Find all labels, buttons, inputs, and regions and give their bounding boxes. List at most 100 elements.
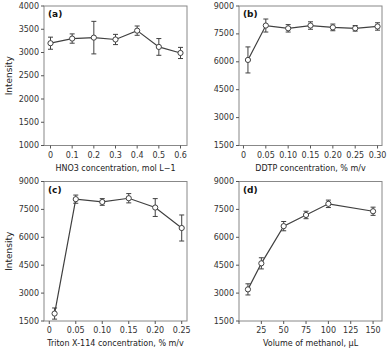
x-tick-label: 25 bbox=[256, 326, 266, 335]
y-tick bbox=[41, 99, 44, 100]
data-point bbox=[281, 224, 286, 229]
x-tick bbox=[355, 146, 356, 149]
error-cap bbox=[70, 43, 75, 44]
error-cap bbox=[375, 30, 380, 31]
x-tick-label: 0.1 bbox=[66, 151, 79, 160]
x-tick-label: 0.4 bbox=[131, 151, 144, 160]
x-tick-label: 150 bbox=[365, 326, 380, 335]
x-tick bbox=[288, 146, 289, 149]
data-point bbox=[286, 26, 291, 31]
data-point bbox=[330, 25, 335, 30]
y-tick bbox=[41, 122, 44, 123]
x-tick bbox=[332, 146, 333, 149]
x-tick-label: 0 bbox=[48, 151, 53, 160]
y-tick-label: 2500 bbox=[19, 71, 39, 80]
error-bar bbox=[375, 23, 380, 30]
x-tick-label: 0.25 bbox=[173, 326, 191, 335]
y-tick bbox=[236, 33, 239, 34]
data-point bbox=[179, 225, 184, 230]
panel-label: (a) bbox=[48, 9, 62, 19]
y-tick bbox=[41, 265, 44, 266]
error-cap bbox=[52, 319, 57, 320]
x-tick bbox=[50, 146, 51, 149]
y-tick-label: 1500 bbox=[214, 317, 234, 326]
y-tick-label: 1500 bbox=[19, 118, 39, 127]
y-tick-label: 1000 bbox=[19, 141, 39, 150]
panel-label: (b) bbox=[243, 9, 258, 19]
x-tick-label: 0.15 bbox=[120, 326, 138, 335]
error-bar bbox=[70, 34, 75, 43]
x-tick-label: 0.05 bbox=[67, 326, 85, 335]
error-cap bbox=[304, 211, 309, 212]
error-cap bbox=[281, 230, 286, 231]
data-point bbox=[70, 36, 75, 41]
x-tick bbox=[350, 321, 351, 324]
error-bar bbox=[308, 22, 313, 29]
error-cap bbox=[113, 44, 118, 45]
y-tick-label: 6000 bbox=[214, 57, 234, 66]
error-bar bbox=[179, 215, 184, 241]
x-tick-label: 0.30 bbox=[369, 151, 387, 160]
data-point bbox=[245, 57, 250, 62]
error-cap bbox=[371, 215, 376, 216]
data-point bbox=[48, 41, 53, 46]
error-cap bbox=[263, 19, 268, 20]
y-tick-label: 4500 bbox=[19, 261, 39, 270]
x-tick bbox=[155, 321, 156, 324]
data-point bbox=[91, 35, 96, 40]
x-axis-label: Volume of methanol, μL bbox=[263, 339, 359, 348]
error-bar bbox=[156, 39, 161, 56]
x-tick bbox=[181, 321, 182, 324]
y-tick bbox=[236, 145, 239, 146]
x-tick-label: 0 bbox=[47, 326, 52, 335]
x-tick bbox=[328, 321, 329, 324]
error-cap bbox=[281, 221, 286, 222]
error-bar bbox=[135, 26, 140, 35]
error-bar bbox=[153, 199, 158, 217]
panel: 100015002000250030003500400000.10.20.30.… bbox=[4, 2, 188, 173]
x-tick-label: 0.05 bbox=[257, 151, 275, 160]
x-tick bbox=[180, 146, 181, 149]
data-group bbox=[245, 19, 380, 73]
error-cap bbox=[70, 33, 75, 34]
x-axis-label: HNO3 concentration, mol L−1 bbox=[55, 164, 175, 173]
error-cap bbox=[263, 32, 268, 33]
x-tick-label: 0.20 bbox=[146, 326, 164, 335]
x-tick bbox=[158, 146, 159, 149]
x-tick bbox=[137, 146, 138, 149]
y-tick bbox=[236, 265, 239, 266]
data-point bbox=[156, 44, 161, 49]
x-tick-label: 0.20 bbox=[324, 151, 342, 160]
y-tick bbox=[41, 6, 44, 7]
y-tick bbox=[41, 321, 44, 322]
data-point bbox=[308, 23, 313, 28]
error-bar bbox=[48, 37, 53, 49]
data-point bbox=[370, 209, 375, 214]
data-group bbox=[52, 194, 184, 320]
y-tick bbox=[41, 145, 44, 146]
x-tick bbox=[310, 146, 311, 149]
error-cap bbox=[135, 35, 140, 36]
y-axis-label: Intensity bbox=[4, 55, 14, 95]
x-tick-label: 0.3 bbox=[109, 151, 122, 160]
panel-label: (d) bbox=[243, 185, 258, 195]
x-tick-label: 0.10 bbox=[93, 326, 111, 335]
y-tick-label: 3000 bbox=[19, 48, 39, 57]
plot-frame bbox=[44, 182, 187, 322]
error-cap bbox=[156, 55, 161, 56]
x-tick-label: 0.10 bbox=[279, 151, 297, 160]
data-point bbox=[259, 261, 264, 266]
error-cap bbox=[245, 294, 250, 295]
y-tick bbox=[236, 181, 239, 182]
panel-label: (c) bbox=[48, 185, 62, 195]
error-cap bbox=[179, 214, 184, 215]
y-tick bbox=[41, 181, 44, 182]
y-tick-label: 7500 bbox=[214, 205, 234, 214]
error-bar bbox=[286, 25, 291, 32]
error-cap bbox=[245, 46, 250, 47]
data-line bbox=[248, 26, 378, 60]
y-tick-label: 9000 bbox=[214, 2, 234, 11]
error-cap bbox=[178, 58, 183, 59]
y-tick-label: 3500 bbox=[19, 25, 39, 34]
plot-frame bbox=[239, 182, 382, 322]
